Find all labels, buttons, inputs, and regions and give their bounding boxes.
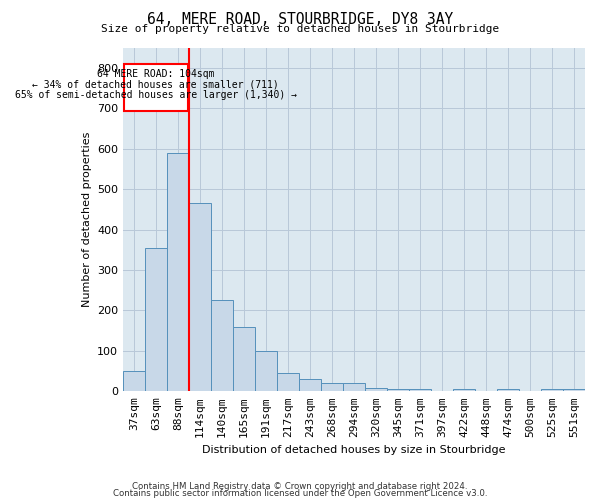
Bar	[321, 383, 343, 392]
Text: Contains public sector information licensed under the Open Government Licence v3: Contains public sector information licen…	[113, 490, 487, 498]
Bar	[409, 390, 431, 392]
Bar	[299, 379, 321, 392]
Bar	[563, 390, 585, 392]
Bar	[343, 383, 365, 392]
Y-axis label: Number of detached properties: Number of detached properties	[82, 132, 92, 307]
Bar	[145, 248, 167, 392]
Bar	[277, 373, 299, 392]
Text: Size of property relative to detached houses in Stourbridge: Size of property relative to detached ho…	[101, 24, 499, 34]
Bar	[167, 152, 189, 392]
Bar	[233, 326, 255, 392]
Text: 64, MERE ROAD, STOURBRIDGE, DY8 3AY: 64, MERE ROAD, STOURBRIDGE, DY8 3AY	[147, 12, 453, 28]
X-axis label: Distribution of detached houses by size in Stourbridge: Distribution of detached houses by size …	[202, 445, 506, 455]
Bar	[453, 390, 475, 392]
Bar	[123, 371, 145, 392]
Bar	[255, 351, 277, 392]
Bar	[497, 390, 519, 392]
Bar	[541, 390, 563, 392]
Text: 64 MERE ROAD: 104sqm: 64 MERE ROAD: 104sqm	[97, 69, 215, 79]
Text: 65% of semi-detached houses are larger (1,340) →: 65% of semi-detached houses are larger (…	[15, 90, 297, 100]
Bar	[211, 300, 233, 392]
Text: Contains HM Land Registry data © Crown copyright and database right 2024.: Contains HM Land Registry data © Crown c…	[132, 482, 468, 491]
Bar	[365, 388, 387, 392]
Bar	[387, 390, 409, 392]
Text: ← 34% of detached houses are smaller (711): ← 34% of detached houses are smaller (71…	[32, 80, 279, 90]
Bar	[189, 203, 211, 392]
FancyBboxPatch shape	[124, 64, 188, 111]
